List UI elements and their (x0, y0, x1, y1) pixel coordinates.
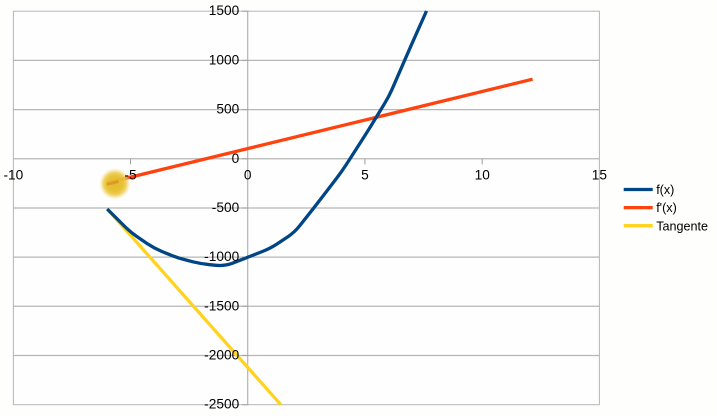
svg-text:-1000: -1000 (204, 249, 239, 264)
svg-text:1500: 1500 (209, 3, 240, 18)
svg-text:15: 15 (592, 168, 608, 183)
svg-text:500: 500 (216, 102, 239, 117)
svg-text:10: 10 (475, 168, 491, 183)
svg-text:Tangente: Tangente (656, 219, 708, 233)
svg-text:-2000: -2000 (204, 348, 239, 363)
svg-text:f'(x): f'(x) (656, 201, 677, 215)
svg-text:-10: -10 (4, 168, 24, 183)
svg-text:f(x): f(x) (656, 183, 674, 197)
svg-text:-1500: -1500 (204, 298, 239, 313)
svg-text:-5: -5 (124, 168, 137, 183)
svg-text:1000: 1000 (209, 52, 240, 67)
svg-text:0: 0 (244, 168, 252, 183)
svg-text:-2500: -2500 (204, 397, 239, 412)
svg-text:-500: -500 (212, 200, 240, 215)
svg-text:0: 0 (232, 151, 240, 166)
svg-text:5: 5 (361, 168, 369, 183)
